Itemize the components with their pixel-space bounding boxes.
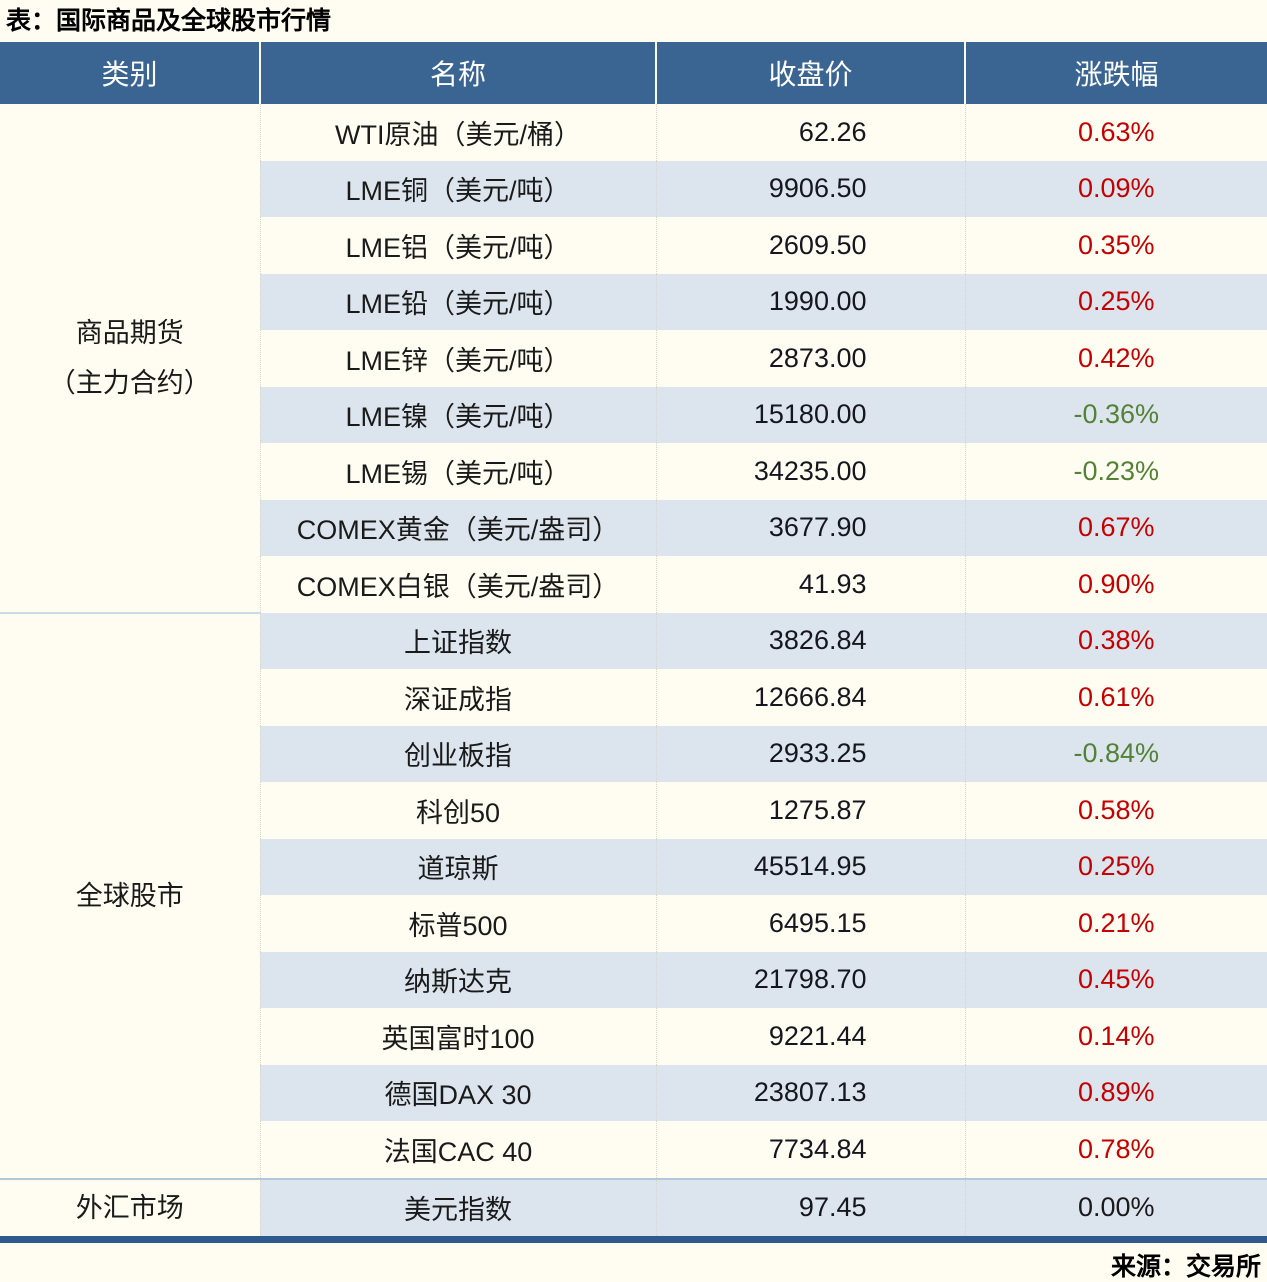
change-cell: 0.21% bbox=[964, 895, 1267, 952]
category-cell-global-stocks: 全球股市 bbox=[0, 612, 260, 1179]
table-row: 法国CAC 40 7734.84 0.78% bbox=[0, 1121, 1267, 1179]
close-cell: 2609.50 bbox=[655, 217, 965, 274]
name-cell: 上证指数 bbox=[259, 612, 656, 669]
close-cell: 62.26 bbox=[655, 104, 965, 161]
change-cell: 0.61% bbox=[964, 669, 1267, 726]
table-title: 表：国际商品及全球股市行情 bbox=[6, 7, 332, 35]
table-row: LME铜（美元/吨） 9906.50 0.09% bbox=[0, 160, 1267, 217]
table-row: 德国DAX 30 23807.13 0.89% bbox=[0, 1064, 1267, 1121]
category-cell-forex: 外汇市场 bbox=[0, 1177, 260, 1243]
change-cell: -0.84% bbox=[964, 725, 1267, 782]
table-row: LME锡（美元/吨） 34235.00 -0.23% bbox=[0, 443, 1267, 500]
close-cell: 41.93 bbox=[655, 556, 965, 613]
table-row: 创业板指 2933.25 -0.84% bbox=[0, 725, 1267, 782]
table-row: 深证成指 12666.84 0.61% bbox=[0, 669, 1267, 726]
category-label-line: 商品期货 bbox=[75, 317, 184, 348]
change-cell: 0.42% bbox=[964, 330, 1267, 387]
name-cell: 德国DAX 30 bbox=[259, 1064, 656, 1121]
name-cell: LME镍（美元/吨） bbox=[259, 386, 656, 443]
name-cell: 深证成指 bbox=[259, 669, 656, 726]
change-cell: 0.14% bbox=[964, 1008, 1267, 1065]
category-cell-commodities: 商品期货 （主力合约） bbox=[0, 104, 260, 614]
name-cell: 法国CAC 40 bbox=[259, 1121, 656, 1179]
change-cell: 0.35% bbox=[964, 217, 1267, 274]
change-cell: 0.09% bbox=[964, 160, 1267, 217]
name-cell: 科创50 bbox=[259, 782, 656, 839]
close-cell: 6495.15 bbox=[655, 895, 965, 952]
close-cell: 9221.44 bbox=[655, 1008, 965, 1065]
header-name: 名称 bbox=[259, 42, 656, 104]
name-cell: 纳斯达克 bbox=[259, 951, 656, 1008]
name-cell: 道琼斯 bbox=[259, 838, 656, 895]
name-cell: 标普500 bbox=[259, 895, 656, 952]
change-cell: 0.25% bbox=[964, 273, 1267, 330]
change-cell: -0.36% bbox=[964, 386, 1267, 443]
name-cell: LME锡（美元/吨） bbox=[259, 443, 656, 500]
close-cell: 2873.00 bbox=[655, 330, 965, 387]
close-cell: 3677.90 bbox=[655, 499, 965, 556]
change-cell: 0.00% bbox=[964, 1177, 1267, 1243]
change-cell: 0.58% bbox=[964, 782, 1267, 839]
name-cell: 创业板指 bbox=[259, 725, 656, 782]
header-close: 收盘价 bbox=[655, 42, 965, 104]
change-cell: -0.23% bbox=[964, 443, 1267, 500]
close-cell: 12666.84 bbox=[655, 669, 965, 726]
close-cell: 97.45 bbox=[655, 1177, 965, 1243]
name-cell: LME铝（美元/吨） bbox=[259, 217, 656, 274]
close-cell: 3826.84 bbox=[655, 612, 965, 669]
table-row: 商品期货 （主力合约） WTI原油（美元/桶） 62.26 0.63% bbox=[0, 104, 1267, 614]
close-cell: 15180.00 bbox=[655, 386, 965, 443]
close-cell: 21798.70 bbox=[655, 951, 965, 1008]
header-change: 涨跌幅 bbox=[964, 42, 1267, 104]
close-cell: 2933.25 bbox=[655, 725, 965, 782]
change-cell: 0.67% bbox=[964, 499, 1267, 556]
change-cell: 0.63% bbox=[964, 104, 1267, 161]
table-row: 纳斯达克 21798.70 0.45% bbox=[0, 951, 1267, 1008]
table-row: LME镍（美元/吨） 15180.00 -0.36% bbox=[0, 386, 1267, 443]
name-cell: LME锌（美元/吨） bbox=[259, 330, 656, 387]
name-cell: COMEX黄金（美元/盎司） bbox=[259, 499, 656, 556]
close-cell: 45514.95 bbox=[655, 838, 965, 895]
name-cell: LME铜（美元/吨） bbox=[259, 160, 656, 217]
category-label-line: 全球股市 bbox=[75, 880, 184, 911]
close-cell: 7734.84 bbox=[655, 1121, 965, 1179]
table-row: 道琼斯 45514.95 0.25% bbox=[0, 838, 1267, 895]
close-cell: 23807.13 bbox=[655, 1064, 965, 1121]
close-cell: 34235.00 bbox=[655, 443, 965, 500]
close-cell: 9906.50 bbox=[655, 160, 965, 217]
table-row: COMEX黄金（美元/盎司） 3677.90 0.67% bbox=[0, 499, 1267, 556]
category-label-line: （主力合约） bbox=[48, 367, 211, 398]
name-cell: LME铅（美元/吨） bbox=[259, 273, 656, 330]
header-row: 类别 名称 收盘价 涨跌幅 bbox=[0, 42, 1267, 104]
table-row: 英国富时100 9221.44 0.14% bbox=[0, 1008, 1267, 1065]
table-row: LME铅（美元/吨） 1990.00 0.25% bbox=[0, 273, 1267, 330]
category-label-line: 外汇市场 bbox=[75, 1192, 184, 1223]
table-row: 科创50 1275.87 0.58% bbox=[0, 782, 1267, 839]
table-row: 全球股市 上证指数 3826.84 0.38% bbox=[0, 612, 1267, 1179]
change-cell: 0.78% bbox=[964, 1121, 1267, 1179]
name-cell: 美元指数 bbox=[259, 1177, 656, 1243]
change-cell: 0.45% bbox=[964, 951, 1267, 1008]
table-row: LME锌（美元/吨） 2873.00 0.42% bbox=[0, 330, 1267, 387]
change-cell: 0.25% bbox=[964, 838, 1267, 895]
change-cell: 0.38% bbox=[964, 612, 1267, 669]
table-row: COMEX白银（美元/盎司） 41.93 0.90% bbox=[0, 556, 1267, 613]
close-cell: 1275.87 bbox=[655, 782, 965, 839]
table-row: LME铝（美元/吨） 2609.50 0.35% bbox=[0, 217, 1267, 274]
change-cell: 0.89% bbox=[964, 1064, 1267, 1121]
name-cell: COMEX白银（美元/盎司） bbox=[259, 556, 656, 613]
name-cell: WTI原油（美元/桶） bbox=[259, 104, 656, 161]
table-row: 外汇市场 美元指数 97.45 0.00% bbox=[0, 1177, 1267, 1243]
name-cell: 英国富时100 bbox=[259, 1008, 656, 1065]
close-cell: 1990.00 bbox=[655, 273, 965, 330]
source-note: 来源：交易所 bbox=[1110, 1253, 1261, 1281]
change-cell: 0.90% bbox=[964, 556, 1267, 613]
table-row: 标普500 6495.15 0.21% bbox=[0, 895, 1267, 952]
header-category: 类别 bbox=[0, 42, 260, 104]
market-table: 类别 名称 收盘价 涨跌幅 商品期货 （主力合约） WTI原油（美元/桶） 62… bbox=[0, 42, 1267, 1243]
